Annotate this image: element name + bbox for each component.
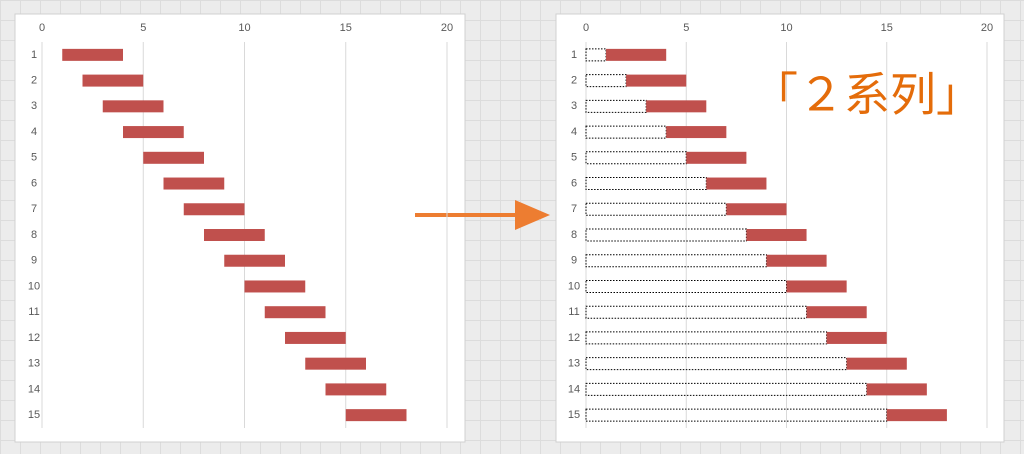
y-tick-label: 14 [28, 383, 40, 395]
x-tick-label: 0 [39, 22, 45, 34]
bar-segment [726, 203, 787, 216]
bar-segment [345, 409, 407, 422]
bar-segment [123, 126, 184, 139]
y-tick-label: 1 [31, 49, 37, 61]
y-tick-label: 6 [571, 177, 577, 189]
bar-segment [585, 357, 848, 371]
y-tick-label: 6 [31, 177, 37, 189]
y-tick-label: 11 [28, 306, 39, 318]
bar-segment [224, 254, 285, 267]
y-tick-label: 13 [568, 358, 580, 370]
y-tick-label: 9 [31, 255, 37, 267]
y-tick-label: 4 [31, 126, 37, 138]
y-tick-label: 7 [571, 203, 577, 215]
bar-segment [886, 409, 947, 422]
bar-segment [746, 229, 807, 241]
bar-segment [264, 306, 326, 319]
x-tick-label: 10 [238, 22, 250, 34]
y-tick-label: 7 [31, 203, 37, 215]
bar-segment [102, 100, 164, 113]
y-tick-label: 11 [568, 306, 579, 318]
y-tick-label: 3 [31, 100, 37, 112]
y-tick-label: 3 [571, 100, 577, 112]
arrow-head [515, 200, 550, 230]
y-tick-label: 12 [568, 332, 580, 344]
y-tick-label: 8 [571, 229, 577, 241]
bar-segment [183, 203, 245, 216]
bar-segment [766, 254, 827, 267]
x-tick-label: 15 [881, 22, 893, 34]
bar-segment [585, 382, 868, 396]
bar-segment [325, 383, 387, 396]
annotation: 「２系列」 [752, 68, 982, 122]
bar-segment [706, 177, 767, 190]
x-tick-label: 5 [683, 22, 689, 34]
bar-segment [806, 306, 867, 319]
y-tick-label: 9 [571, 255, 577, 267]
y-tick-label: 1 [571, 49, 577, 61]
y-tick-label: 15 [568, 409, 580, 421]
bar-segment [585, 202, 727, 216]
y-tick-label: 10 [568, 280, 580, 292]
bar-segment [285, 331, 346, 344]
y-tick-label: 13 [28, 358, 40, 370]
bar-segment [606, 48, 667, 61]
y-tick-label: 8 [31, 229, 37, 241]
bar-segment [826, 331, 887, 344]
bar-segment [585, 279, 787, 293]
bar-segment [585, 125, 667, 139]
bar-segment [62, 48, 123, 61]
y-tick-label: 4 [571, 126, 577, 138]
bar-segment [585, 48, 607, 62]
bar-segment [626, 74, 687, 87]
bar-segment [646, 100, 707, 113]
x-tick-label: 0 [583, 22, 589, 34]
bar-segment [786, 280, 847, 293]
bar-segment [204, 229, 265, 241]
y-tick-label: 5 [571, 152, 577, 164]
y-tick-label: 12 [28, 332, 40, 344]
bar-segment [686, 151, 747, 164]
x-tick-label: 15 [340, 22, 352, 34]
y-tick-label: 2 [571, 75, 577, 87]
bar-segment [666, 126, 727, 139]
bar-segment [163, 177, 225, 190]
x-tick-label: 5 [140, 22, 146, 34]
bar-segment [305, 357, 366, 370]
y-tick-label: 14 [568, 383, 580, 395]
y-tick-label: 5 [31, 152, 37, 164]
y-tick-label: 10 [28, 280, 40, 292]
bar-segment [866, 383, 927, 396]
x-tick-label: 20 [981, 22, 993, 34]
bar-segment [82, 74, 144, 87]
x-tick-label: 10 [780, 22, 792, 34]
y-tick-label: 15 [28, 409, 40, 421]
y-tick-label: 2 [31, 75, 37, 87]
bar-segment [585, 305, 808, 319]
bar-segment [244, 280, 306, 293]
bar-segment [846, 357, 907, 370]
bar-segment [143, 151, 204, 164]
x-tick-label: 20 [441, 22, 453, 34]
